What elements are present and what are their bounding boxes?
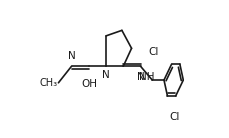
Text: N: N bbox=[102, 70, 109, 80]
Text: Cl: Cl bbox=[148, 47, 158, 57]
Text: Cl: Cl bbox=[168, 112, 179, 122]
Text: N: N bbox=[137, 72, 144, 82]
Text: OH: OH bbox=[81, 79, 97, 89]
Text: CH₃: CH₃ bbox=[39, 78, 57, 88]
Text: N: N bbox=[68, 51, 76, 61]
Text: NH: NH bbox=[138, 72, 154, 82]
